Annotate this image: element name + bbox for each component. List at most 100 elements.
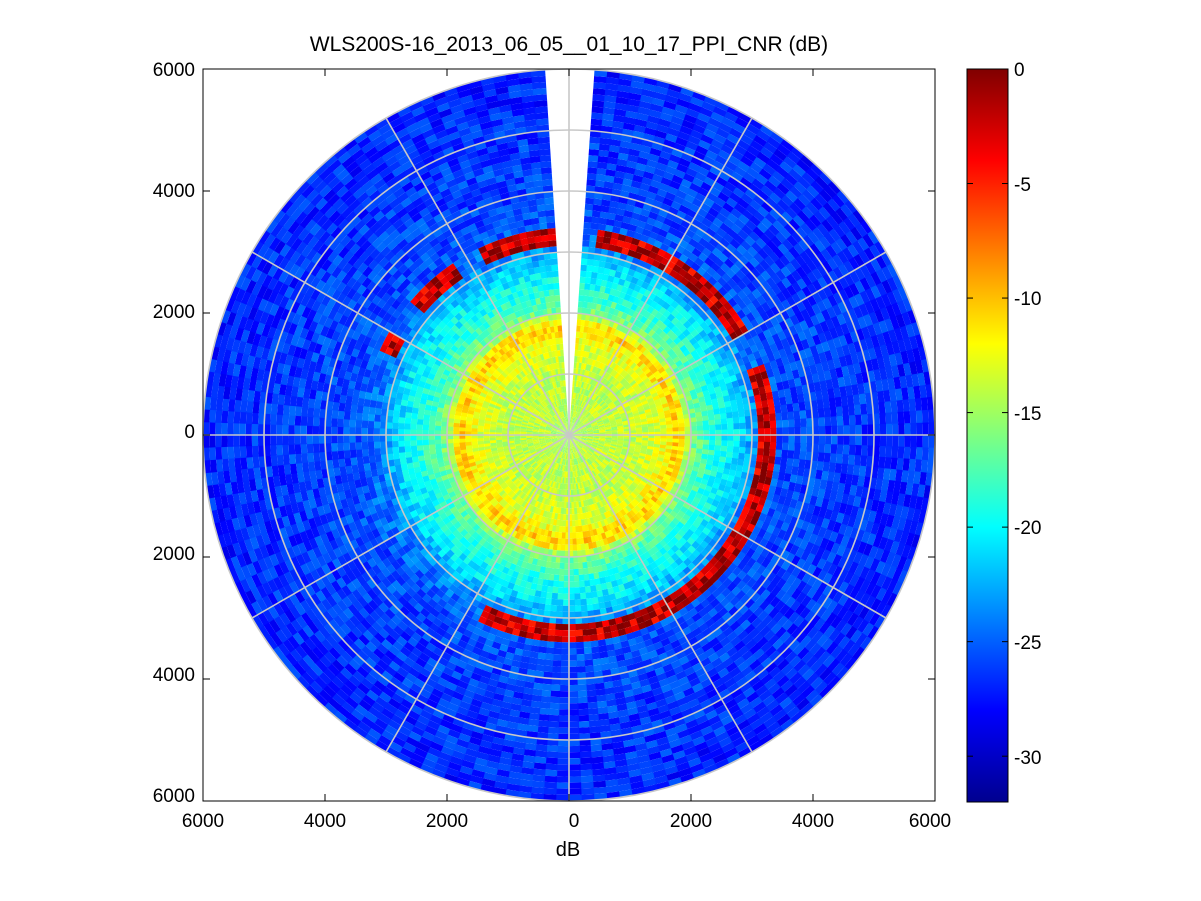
heatmap-cell: [591, 454, 597, 460]
heatmap-cell: [574, 436, 581, 440]
heatmap-cell: [646, 467, 654, 473]
heatmap-cell: [492, 371, 500, 379]
heatmap-cell: [586, 390, 591, 397]
heatmap-cell: [580, 430, 587, 433]
heatmap-cell: [514, 423, 522, 427]
heatmap-cell: [533, 500, 540, 508]
heatmap-cell: [520, 468, 527, 475]
heatmap-cell: [515, 460, 522, 466]
heatmap-cell: [570, 404, 573, 411]
heatmap-cell: [514, 510, 521, 518]
heatmap-cell: [617, 330, 624, 339]
heatmap-cell: [585, 441, 592, 445]
heatmap-cell: [642, 429, 649, 433]
heatmap-cell: [626, 526, 634, 534]
heatmap-cell: [575, 412, 579, 419]
heatmap-cell: [516, 365, 523, 373]
heatmap-cell: [615, 419, 623, 424]
heatmap-cell: [533, 526, 539, 534]
heatmap-cell: [608, 480, 614, 487]
heatmap-cell: [523, 354, 530, 361]
heatmap-cell: [505, 455, 513, 461]
heatmap-cell: [596, 466, 602, 473]
heatmap-cell: [618, 502, 626, 510]
heatmap-cell: [540, 394, 546, 401]
heatmap-cell: [595, 374, 601, 382]
heatmap-cell: [641, 497, 649, 505]
heatmap-cell: [554, 462, 558, 469]
heatmap-cell: [579, 449, 584, 455]
heatmap-cell: [523, 502, 530, 509]
heatmap-cell: [543, 478, 548, 485]
heatmap-cell: [611, 477, 618, 484]
heatmap-cell: [549, 505, 554, 513]
heatmap-cell: [599, 428, 606, 431]
heatmap-cell: [479, 495, 488, 503]
heatmap-cell: [489, 497, 497, 505]
heatmap-cell: [554, 415, 559, 421]
heatmap-cell: [587, 415, 594, 421]
heatmap-cell: [512, 409, 519, 415]
heatmap-cell: [477, 502, 485, 510]
heatmap-cell: [629, 462, 636, 468]
heatmap-cell: [514, 458, 521, 464]
heatmap-cell: [416, 439, 423, 446]
heatmap-cell: [540, 423, 547, 427]
heatmap-cell: [536, 474, 542, 481]
heatmap-cell: [677, 446, 685, 452]
heatmap-cell: [529, 468, 536, 475]
heatmap-cell: [615, 481, 622, 488]
heatmap-cell: [560, 411, 564, 418]
heatmap-cell: [608, 392, 615, 399]
heatmap-cell: [500, 491, 508, 499]
heatmap-cell: [608, 502, 615, 510]
heatmap-cell: [703, 435, 710, 441]
heatmap-cell: [404, 428, 411, 435]
heatmap-cell: [579, 476, 583, 483]
heatmap-cell: [561, 439, 566, 445]
heatmap-cell: [621, 448, 629, 453]
heatmap-cell: [553, 388, 558, 395]
heatmap-cell: [519, 492, 526, 500]
heatmap-cell: [644, 511, 653, 519]
heatmap-cell: [521, 486, 528, 493]
heatmap-cell: [475, 477, 483, 484]
heatmap-cell: [576, 386, 580, 394]
heatmap-cell: [575, 532, 580, 539]
heatmap-cell: [632, 364, 640, 372]
heatmap-cell: [536, 448, 543, 453]
heatmap-cell: [559, 513, 564, 521]
heatmap-cell: [617, 436, 624, 440]
heatmap-cell: [578, 463, 582, 470]
heatmap-cell: [586, 413, 592, 419]
heatmap-cell: [559, 519, 563, 527]
heatmap-cell: [567, 429, 569, 435]
heatmap-cell: [519, 397, 526, 403]
heatmap-cell: [507, 459, 515, 465]
heatmap-cell: [483, 440, 491, 444]
heatmap-cell: [554, 414, 559, 421]
heatmap-cell: [550, 382, 555, 390]
heatmap-cell: [529, 386, 536, 393]
heatmap-cell: [561, 418, 565, 424]
heatmap-cell: [561, 532, 566, 539]
heatmap-cell: [529, 476, 536, 484]
heatmap-cell: [541, 372, 547, 380]
heatmap-cell: [539, 412, 545, 418]
heatmap-cell: [562, 587, 569, 594]
heatmap-cell: [635, 462, 643, 468]
heatmap-cell: [596, 501, 602, 509]
heatmap-cell: [592, 426, 599, 430]
heatmap-cell: [569, 429, 571, 435]
heatmap-cell: [527, 444, 535, 449]
heatmap-cell: [675, 407, 683, 413]
heatmap-cell: [593, 437, 600, 440]
heatmap-cell: [541, 401, 547, 407]
heatmap-cell: [494, 360, 502, 368]
heatmap-cell: [520, 431, 527, 434]
heatmap-cell: [518, 364, 525, 371]
heatmap-cell: [582, 402, 587, 409]
heatmap-cell: [555, 387, 559, 394]
heatmap-cell: [572, 446, 576, 453]
heatmap-cell: [508, 472, 515, 478]
